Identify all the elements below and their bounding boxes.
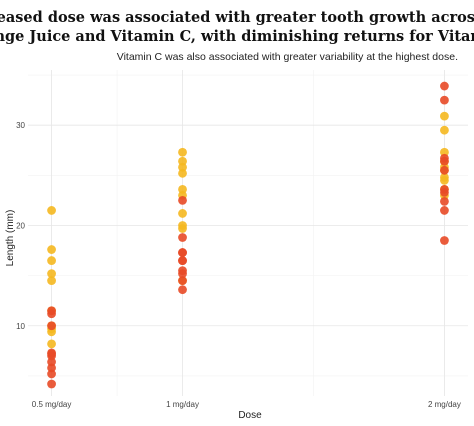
data-point bbox=[178, 147, 187, 157]
data-point bbox=[440, 236, 449, 245]
data-point bbox=[440, 125, 449, 135]
data-point bbox=[440, 197, 449, 206]
data-point bbox=[178, 196, 187, 205]
y-axis-label: Length (mm) bbox=[5, 210, 16, 267]
data-point bbox=[47, 349, 56, 359]
x-axis-ticks: 0.5 mg/day 1 mg/day 2 mg/day bbox=[32, 400, 461, 409]
data-point bbox=[440, 187, 449, 197]
data-point bbox=[47, 379, 56, 389]
data-point bbox=[440, 81, 449, 91]
data-point bbox=[47, 369, 56, 379]
data-points bbox=[47, 81, 449, 389]
data-point bbox=[440, 156, 449, 166]
x-tick-label: 0.5 mg/day bbox=[32, 400, 72, 409]
data-point bbox=[440, 147, 449, 157]
data-point bbox=[47, 357, 56, 367]
data-point bbox=[440, 206, 449, 215]
data-point bbox=[178, 209, 187, 218]
x-tick-label: 1 mg/day bbox=[166, 400, 199, 409]
data-point bbox=[178, 168, 187, 178]
data-point bbox=[178, 162, 187, 172]
data-point bbox=[47, 245, 56, 254]
data-point bbox=[178, 224, 187, 233]
data-point bbox=[178, 256, 187, 265]
data-point bbox=[47, 321, 56, 331]
y-axis-ticks: 10 20 30 bbox=[16, 121, 25, 331]
x-tick-label: 2 mg/day bbox=[428, 400, 461, 409]
data-point bbox=[178, 156, 187, 166]
data-point bbox=[440, 95, 449, 105]
data-point bbox=[178, 184, 187, 194]
data-point bbox=[178, 276, 187, 286]
data-point bbox=[47, 269, 56, 279]
data-point bbox=[178, 248, 187, 257]
data-point bbox=[47, 206, 56, 215]
data-point bbox=[178, 269, 187, 279]
y-tick-label: 10 bbox=[16, 322, 25, 331]
data-point bbox=[47, 309, 56, 319]
chart-title-line1: Increased dose was associated with great… bbox=[0, 9, 474, 26]
chart-title-line2: Orange Juice and Vitamin C, with diminis… bbox=[0, 28, 474, 45]
data-point bbox=[47, 327, 56, 337]
y-tick-label: 30 bbox=[16, 121, 25, 130]
data-point bbox=[178, 285, 187, 295]
x-axis-label: Dose bbox=[238, 410, 262, 421]
grid bbox=[28, 70, 468, 396]
data-point bbox=[440, 111, 449, 121]
y-tick-label: 20 bbox=[16, 221, 25, 230]
data-point bbox=[47, 256, 56, 265]
data-point bbox=[440, 165, 449, 175]
data-point bbox=[178, 233, 187, 242]
data-point bbox=[47, 339, 56, 349]
data-point bbox=[440, 175, 449, 185]
data-point bbox=[47, 276, 56, 286]
data-point bbox=[47, 363, 56, 373]
chart-subtitle: Vitamin C was also associated with great… bbox=[117, 51, 458, 63]
